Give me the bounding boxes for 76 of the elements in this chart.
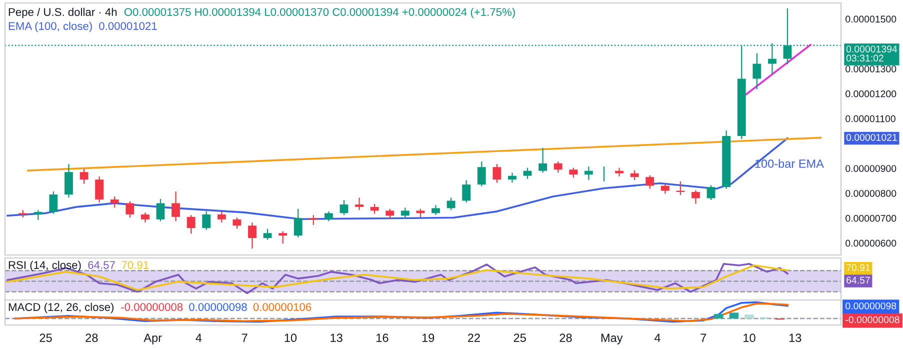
candlestick bbox=[538, 148, 547, 173]
x-tick-label: 25 bbox=[40, 334, 52, 342]
candlestick bbox=[492, 164, 502, 183]
candlestick bbox=[263, 228, 272, 240]
candlestick bbox=[554, 162, 562, 173]
candlestick bbox=[446, 198, 456, 210]
ref-line-label: 0.00001394 bbox=[846, 46, 898, 52]
y-tick-label: 0.00001100 bbox=[846, 115, 896, 122]
candlestick bbox=[615, 168, 624, 176]
candlestick bbox=[232, 218, 242, 229]
candlestick bbox=[706, 185, 716, 200]
x-tick-label: Apr bbox=[144, 334, 162, 344]
x-tick-label: May bbox=[601, 334, 623, 344]
text: EMA (100, close) bbox=[8, 22, 92, 32]
x-tick-label: 4 bbox=[654, 334, 660, 342]
candlestick bbox=[355, 198, 364, 210]
annotation: 64.57 bbox=[88, 261, 115, 269]
candlestick bbox=[340, 200, 348, 215]
candlestick bbox=[462, 180, 471, 203]
text: 70.91 bbox=[846, 264, 870, 272]
candlestick bbox=[477, 162, 486, 186]
x-tick-label: 16 bbox=[376, 334, 388, 342]
annotation: 0.00000098 bbox=[189, 303, 247, 311]
annotation: 0.00000106 bbox=[253, 303, 312, 311]
x-tick-label: 7 bbox=[242, 334, 248, 342]
candlestick bbox=[248, 222, 256, 249]
annotation: 0.00001021 bbox=[99, 22, 157, 30]
x-tick-label: 10 bbox=[744, 334, 756, 342]
candlestick bbox=[584, 166, 593, 180]
candlestick bbox=[752, 53, 762, 90]
x-tick-label: 28 bbox=[86, 334, 98, 342]
y-tick-label: 0.00000700 bbox=[846, 214, 896, 222]
y-tick-label: 0.00001300 bbox=[846, 65, 896, 72]
y-tick-label: 0.00000800 bbox=[846, 190, 896, 197]
annotation: 70.91 bbox=[122, 261, 149, 269]
annotation: 100-bar EMA bbox=[755, 159, 824, 168]
y-tick-label: 0.00000600 bbox=[846, 240, 896, 247]
candlestick bbox=[278, 231, 288, 244]
x-tick-label: 19 bbox=[422, 334, 434, 342]
x-tick-label: 22 bbox=[468, 334, 480, 342]
x-tick-label: 25 bbox=[514, 334, 526, 342]
candlestick bbox=[523, 168, 532, 179]
candlestick bbox=[110, 196, 119, 208]
candlestick bbox=[202, 211, 211, 230]
chart-title: MACD (12, 26, close) bbox=[8, 302, 114, 314]
chart-title: Pepe / U.S. dollar · 4h bbox=[8, 8, 117, 18]
y-tick-label: 0.00001500 bbox=[846, 16, 896, 23]
candlestick bbox=[49, 191, 58, 214]
x-tick-label: 28 bbox=[560, 334, 572, 342]
x-tick-label: 7 bbox=[700, 334, 706, 342]
y-tick-label: 0.00001200 bbox=[846, 90, 896, 98]
candlestick bbox=[186, 215, 196, 234]
x-tick-label: 4 bbox=[196, 334, 202, 342]
y-tick-label: 0.00000900 bbox=[846, 165, 896, 172]
candlestick bbox=[172, 191, 180, 222]
chart-subtitle: O0.00001375 H0.00001394 L0.00001370 C0.00001394 +0.00000024 (+1.75%) bbox=[124, 8, 515, 18]
text: 64.57 bbox=[846, 276, 870, 284]
y-tick-label: -0.00000008 bbox=[846, 316, 900, 324]
chart-title: RSI (14, close) bbox=[8, 260, 81, 272]
annotation: -0.00000008 bbox=[121, 303, 183, 311]
x-tick-label: 13 bbox=[789, 334, 802, 342]
candlestick bbox=[508, 172, 516, 183]
candlestick bbox=[64, 164, 73, 198]
text: 0.00001021 bbox=[846, 134, 897, 141]
candlestick bbox=[217, 211, 226, 222]
x-tick-label: 13 bbox=[330, 334, 342, 342]
x-tick-label: 10 bbox=[284, 334, 297, 342]
candlestick bbox=[126, 201, 134, 218]
candlestick bbox=[156, 198, 165, 222]
text: 03:31:02 bbox=[846, 54, 884, 62]
candlestick bbox=[646, 175, 654, 189]
candlestick bbox=[294, 208, 302, 238]
candlestick bbox=[692, 190, 700, 204]
candlestick bbox=[95, 176, 104, 203]
y-tick-label: 0.00000098 bbox=[846, 302, 896, 310]
candlestick bbox=[80, 169, 88, 184]
